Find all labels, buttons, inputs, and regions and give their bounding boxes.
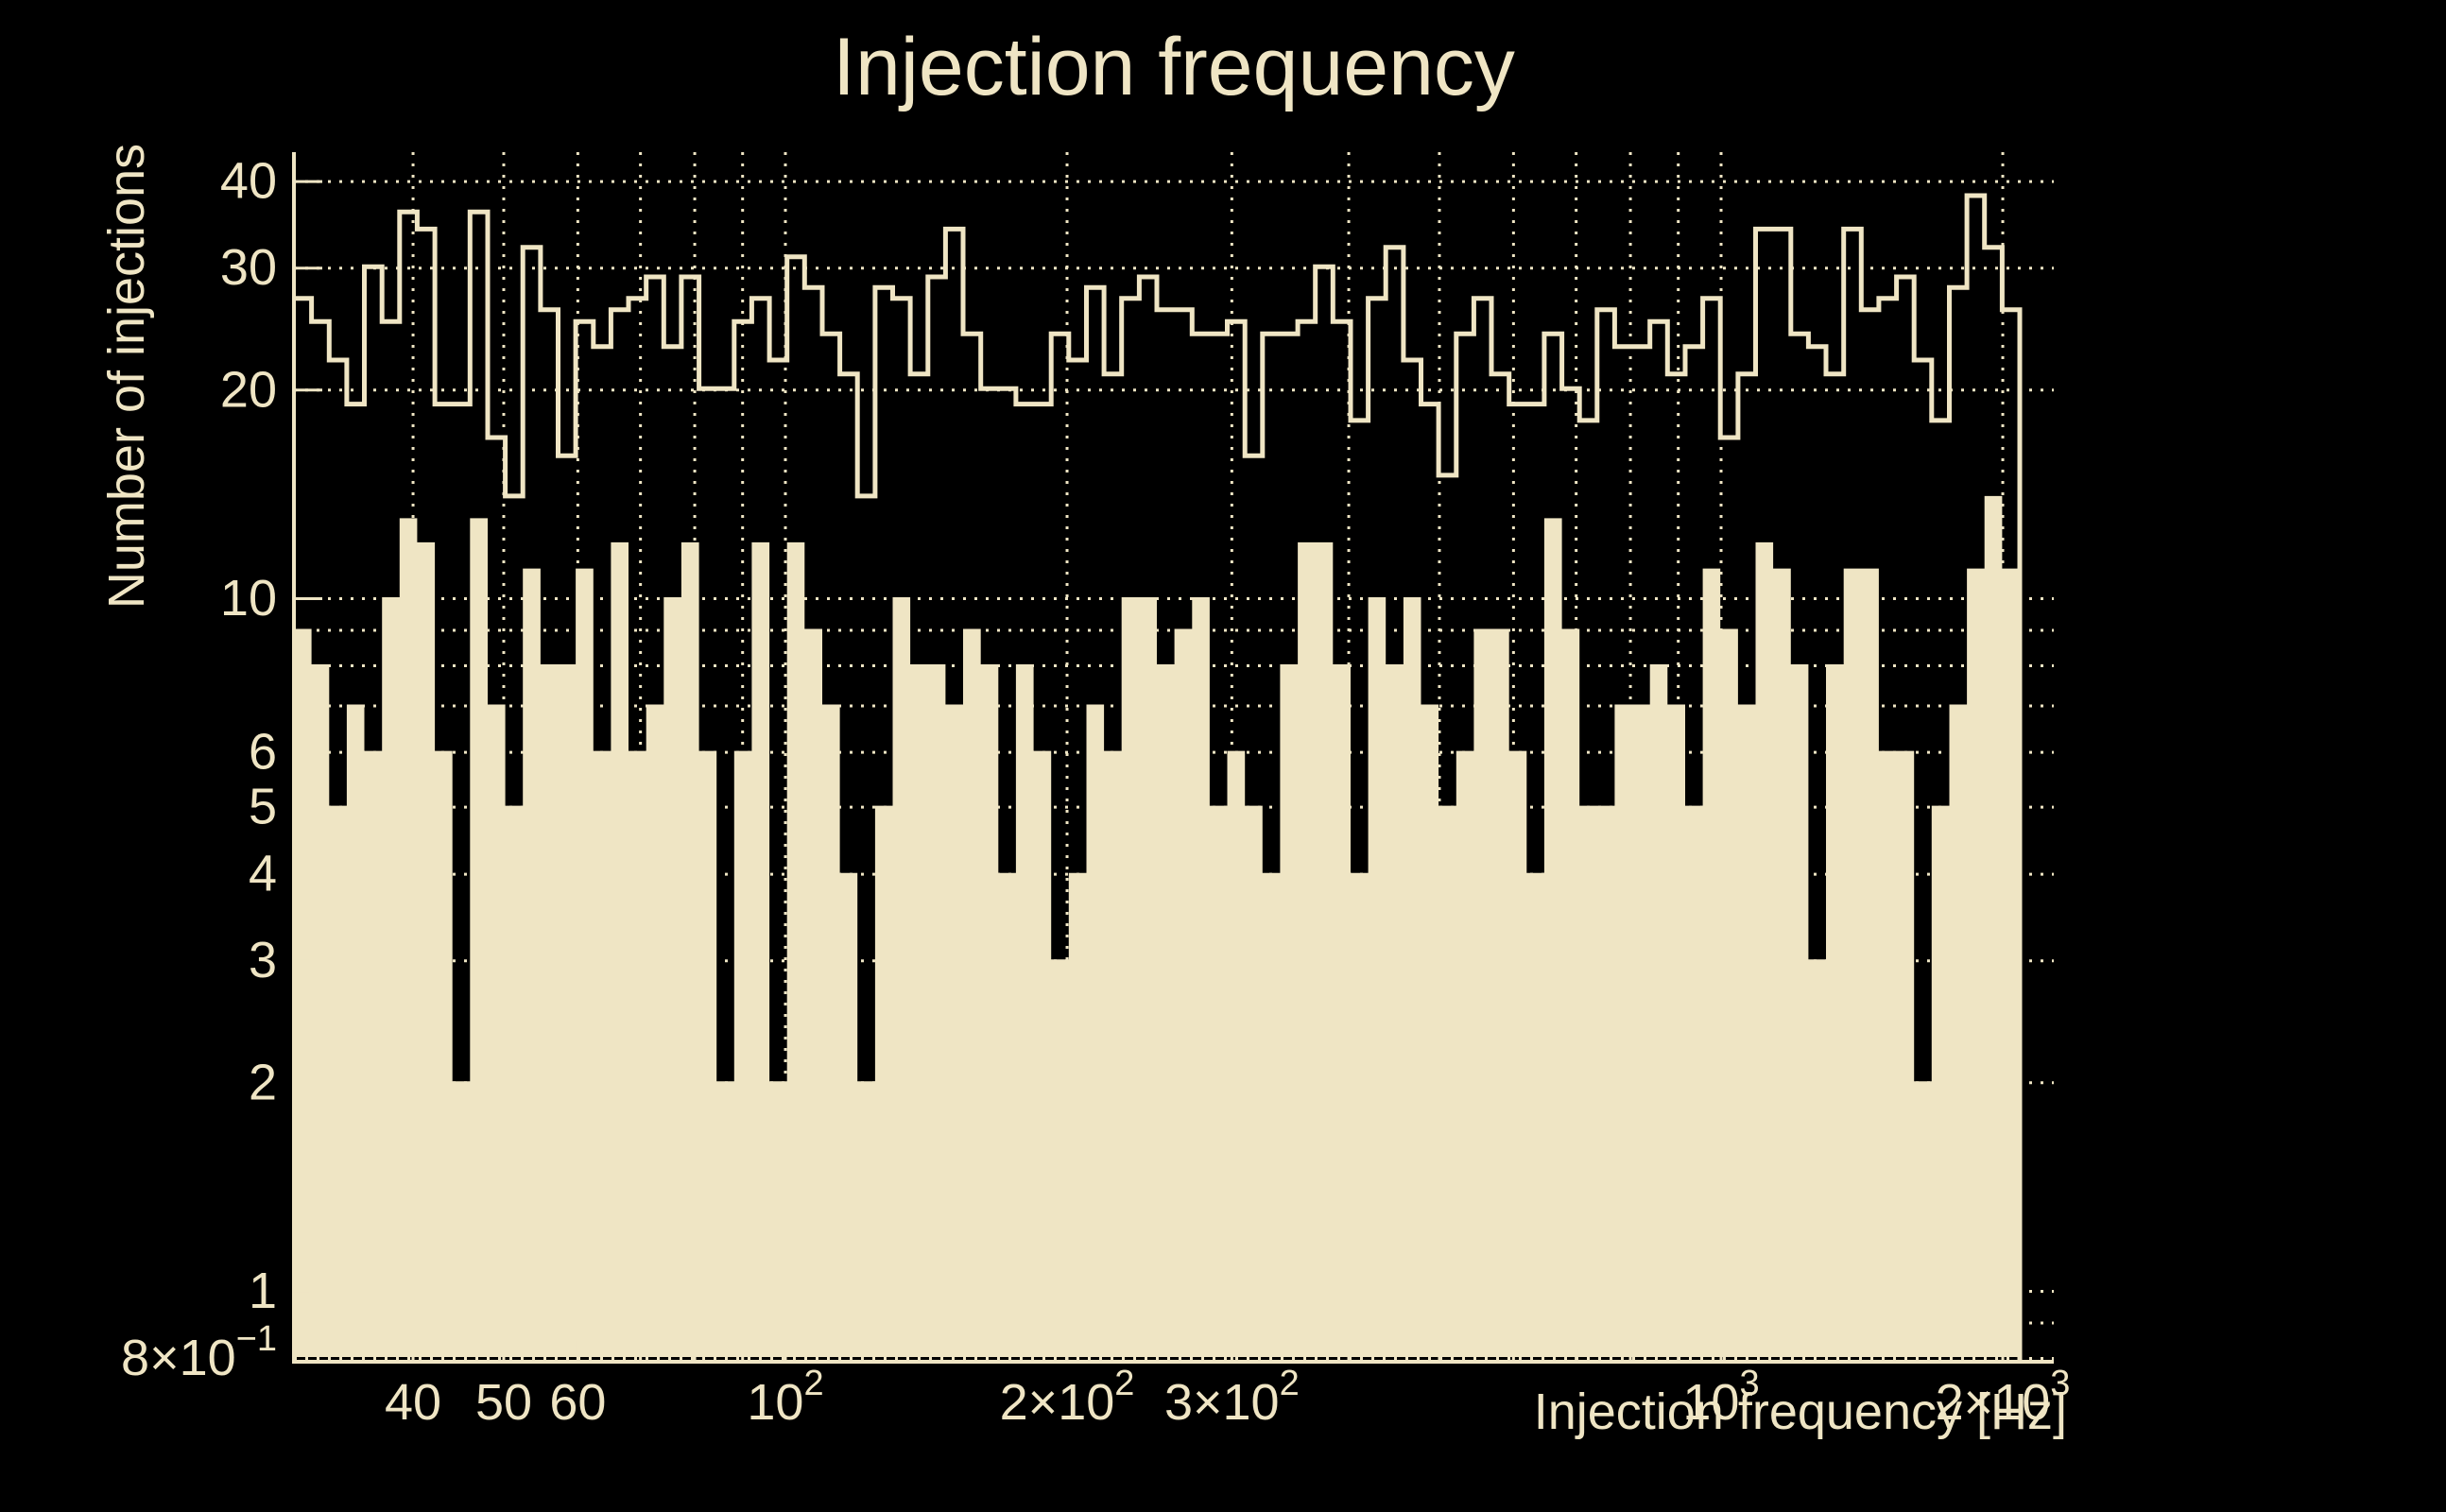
x-axis-title: Injection frequency [Hz] [1534, 1383, 2067, 1440]
chart-title: Injection frequency [833, 22, 1515, 112]
y-tick-label: 5 [249, 779, 277, 835]
x-tick-label: 40 [385, 1374, 441, 1431]
y-tick-label: 40 [220, 153, 277, 210]
y-tick-label: 1 [249, 1263, 277, 1319]
x-tick-label: 3×102 [1164, 1364, 1300, 1431]
y-tick-label: 20 [220, 361, 277, 418]
x-tick-label: 103 [1682, 1364, 1759, 1431]
x-tick-label: 2×102 [1000, 1364, 1135, 1431]
y-axis-title: Number of injections [98, 144, 155, 609]
y-tick-label: 4 [249, 846, 277, 902]
x-tick-label: 50 [475, 1374, 532, 1431]
x-tick-label: 60 [549, 1374, 606, 1431]
y-tick-label: 3 [249, 932, 277, 988]
y-tick-label: 30 [220, 239, 277, 296]
y-tick-label: 2 [249, 1054, 277, 1110]
x-tick-marks [411, 1341, 2005, 1362]
x-tick-label: 2×103 [1936, 1364, 2071, 1431]
y-tick-label: 8×10−1 [121, 1319, 277, 1386]
y-tick-label: 6 [249, 724, 277, 781]
x-tick-label: 102 [747, 1364, 823, 1431]
outline-histogram [294, 193, 2023, 1362]
filled-histogram [294, 495, 2020, 1357]
y-tick-marks [294, 180, 322, 1325]
y-tick-label: 10 [220, 570, 277, 627]
